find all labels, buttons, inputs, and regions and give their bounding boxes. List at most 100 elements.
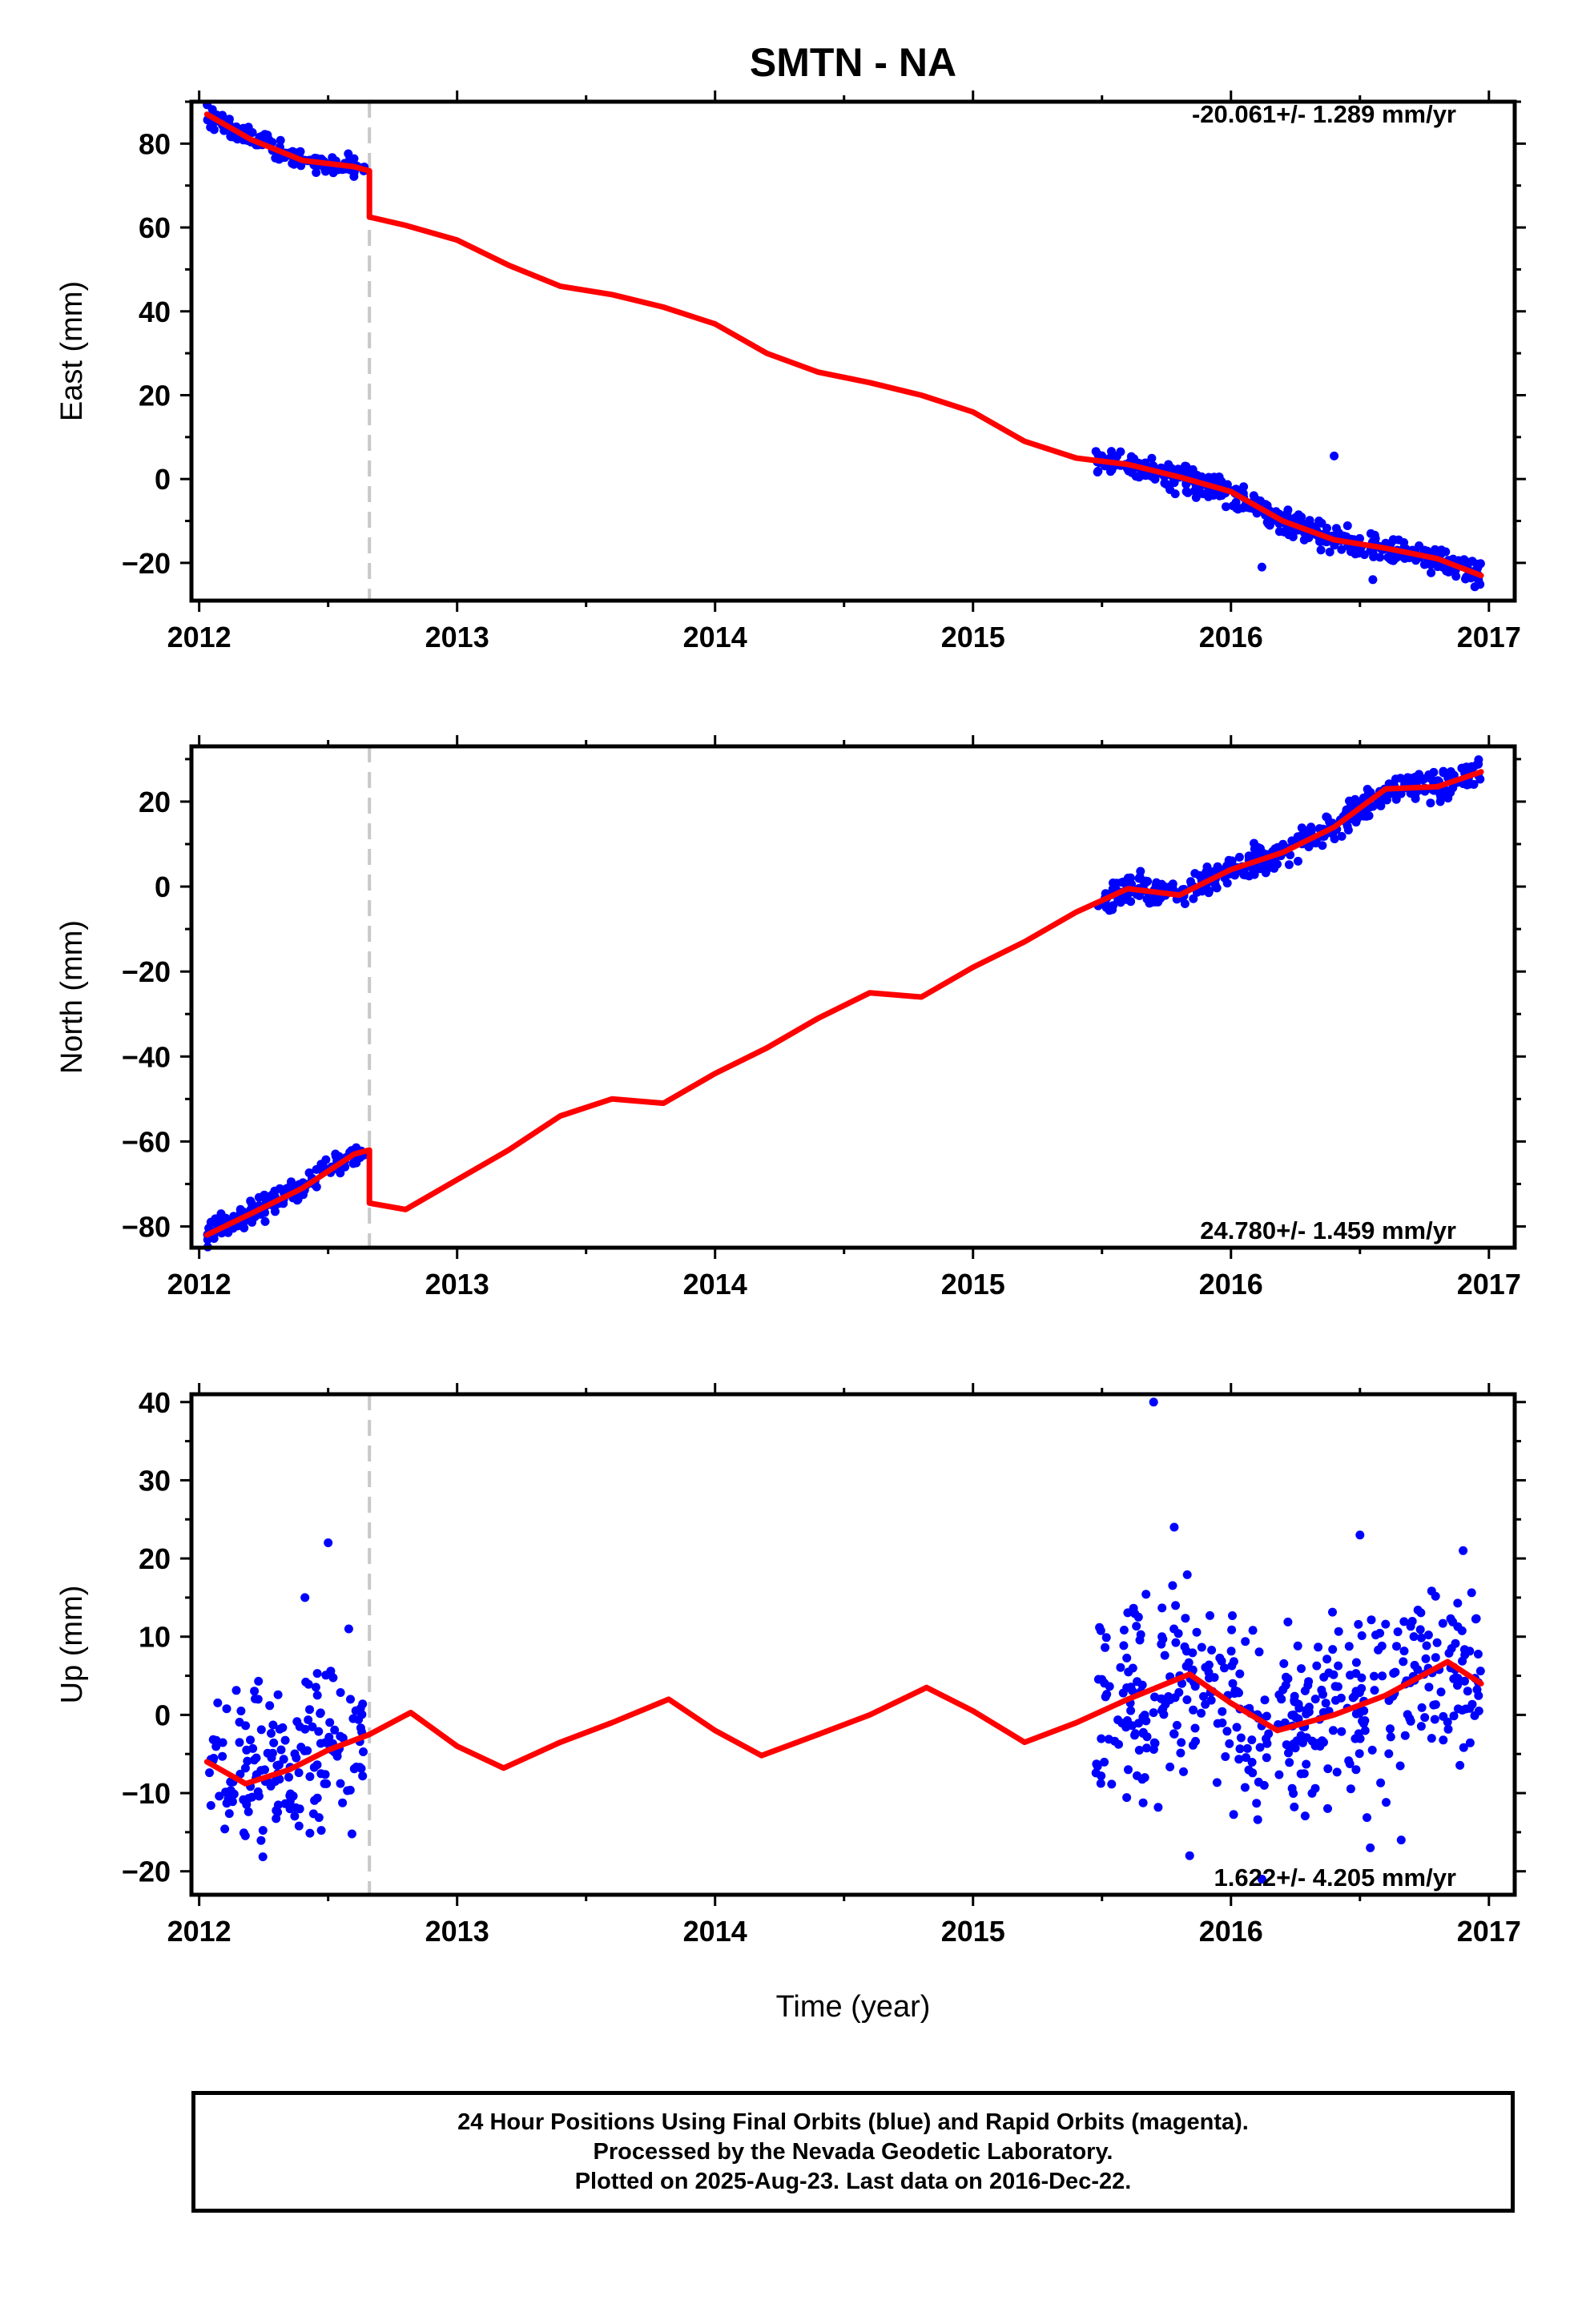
data-point	[1202, 862, 1212, 871]
data-point	[215, 1791, 224, 1801]
y-tick-label: −40	[122, 1040, 171, 1073]
data-point	[1325, 547, 1334, 557]
data-point	[1386, 1724, 1395, 1734]
data-point	[1431, 1591, 1440, 1601]
x-tick-label: 2017	[1457, 1268, 1521, 1301]
data-point	[1453, 1598, 1463, 1608]
data-point	[1182, 1570, 1192, 1579]
data-point	[1270, 863, 1279, 873]
data-point	[1124, 1765, 1133, 1775]
data-point	[258, 1852, 268, 1862]
data-point	[1142, 895, 1152, 904]
data-point	[1368, 575, 1378, 585]
data-point	[1399, 538, 1409, 547]
data-point	[1119, 1641, 1129, 1651]
data-point	[1304, 1703, 1314, 1712]
data-point	[300, 1724, 310, 1734]
data-point	[1355, 1749, 1364, 1759]
data-point	[281, 1184, 291, 1193]
data-point	[257, 131, 267, 141]
data-point	[1361, 809, 1370, 818]
data-point	[269, 1738, 279, 1747]
y-tick-label: 10	[139, 1621, 171, 1654]
data-point	[1351, 1709, 1361, 1719]
data-point	[1158, 1704, 1168, 1714]
data-point	[246, 1735, 255, 1745]
data-point	[1137, 1680, 1147, 1690]
data-point	[1424, 1683, 1434, 1692]
data-point	[1302, 1759, 1311, 1769]
data-point	[310, 1795, 320, 1805]
data-point	[312, 1669, 322, 1679]
data-point	[1290, 1697, 1299, 1707]
data-point	[1453, 1674, 1463, 1683]
data-point	[314, 1727, 324, 1736]
data-point	[1242, 1753, 1250, 1763]
data-point	[1165, 485, 1175, 494]
data-point	[276, 135, 285, 145]
data-point	[1328, 1645, 1338, 1655]
data-point	[1462, 573, 1471, 581]
x-axis-label: Time (year)	[776, 1990, 931, 2024]
data-point	[1234, 852, 1244, 862]
data-point	[1300, 1811, 1310, 1821]
data-point	[1197, 1642, 1206, 1652]
data-point	[1465, 1738, 1475, 1747]
data-point	[1396, 1835, 1406, 1845]
data-point	[1227, 1625, 1237, 1634]
data-point	[1400, 1731, 1410, 1740]
data-point	[294, 1821, 304, 1831]
data-point	[1168, 884, 1177, 894]
data-point	[1345, 1759, 1355, 1768]
data-point	[1283, 505, 1293, 515]
data-point	[1102, 1690, 1112, 1699]
data-point	[1164, 460, 1173, 469]
data-point	[1328, 1726, 1338, 1735]
data-point	[260, 1216, 270, 1226]
caption-box: 24 Hour Positions Using Final Orbits (bl…	[191, 2091, 1515, 2213]
data-point	[1134, 1746, 1144, 1755]
plot-frame	[189, 744, 1517, 1250]
east-rate-annotation: -20.061+/- 1.289 mm/yr	[1192, 100, 1456, 128]
data-point	[328, 153, 337, 163]
data-point	[267, 1729, 276, 1738]
data-point	[356, 1723, 365, 1733]
data-point	[1331, 1695, 1340, 1705]
data-point	[258, 1826, 268, 1835]
model-curve	[203, 1659, 1484, 1787]
data-point	[1126, 1706, 1136, 1715]
data-point	[359, 1747, 368, 1756]
chart-title: SMTN - NA	[750, 40, 956, 85]
data-point	[1231, 497, 1241, 507]
y-tick-label: 30	[139, 1464, 171, 1497]
data-point	[1171, 1601, 1181, 1610]
data-point	[1177, 1738, 1186, 1747]
data-point	[254, 1676, 264, 1686]
data-point	[1222, 480, 1232, 489]
data-point	[1383, 553, 1393, 562]
data-point	[1354, 1619, 1363, 1629]
up-rate-annotation: 1.622+/- 4.205 mm/yr	[1214, 1864, 1456, 1892]
data-point	[1138, 1727, 1148, 1737]
x-tick-label: 2014	[683, 621, 747, 653]
data-point	[1310, 1695, 1320, 1704]
data-point	[1296, 1769, 1306, 1779]
data-point	[1443, 794, 1453, 803]
data-point	[1427, 1734, 1436, 1743]
x-tick-label: 2015	[941, 621, 1005, 653]
data-point	[1093, 468, 1102, 476]
data-point	[1222, 502, 1230, 512]
data-point	[1449, 1711, 1459, 1721]
data-point	[1279, 1659, 1289, 1668]
data-point	[1448, 783, 1458, 793]
data-point	[1240, 1783, 1250, 1792]
panel-north: 2012 2013 2014 2015 2016 2017 −80 −60 −40 −20 0 20 N…	[55, 735, 1526, 1301]
data-point	[1393, 1627, 1403, 1637]
data-point	[1307, 1736, 1317, 1746]
data-point	[1177, 1679, 1186, 1688]
plot-frame	[189, 99, 1517, 603]
data-point	[235, 1738, 244, 1747]
data-point	[248, 1792, 257, 1802]
data-point	[1431, 1700, 1440, 1709]
data-point	[1399, 1647, 1409, 1656]
